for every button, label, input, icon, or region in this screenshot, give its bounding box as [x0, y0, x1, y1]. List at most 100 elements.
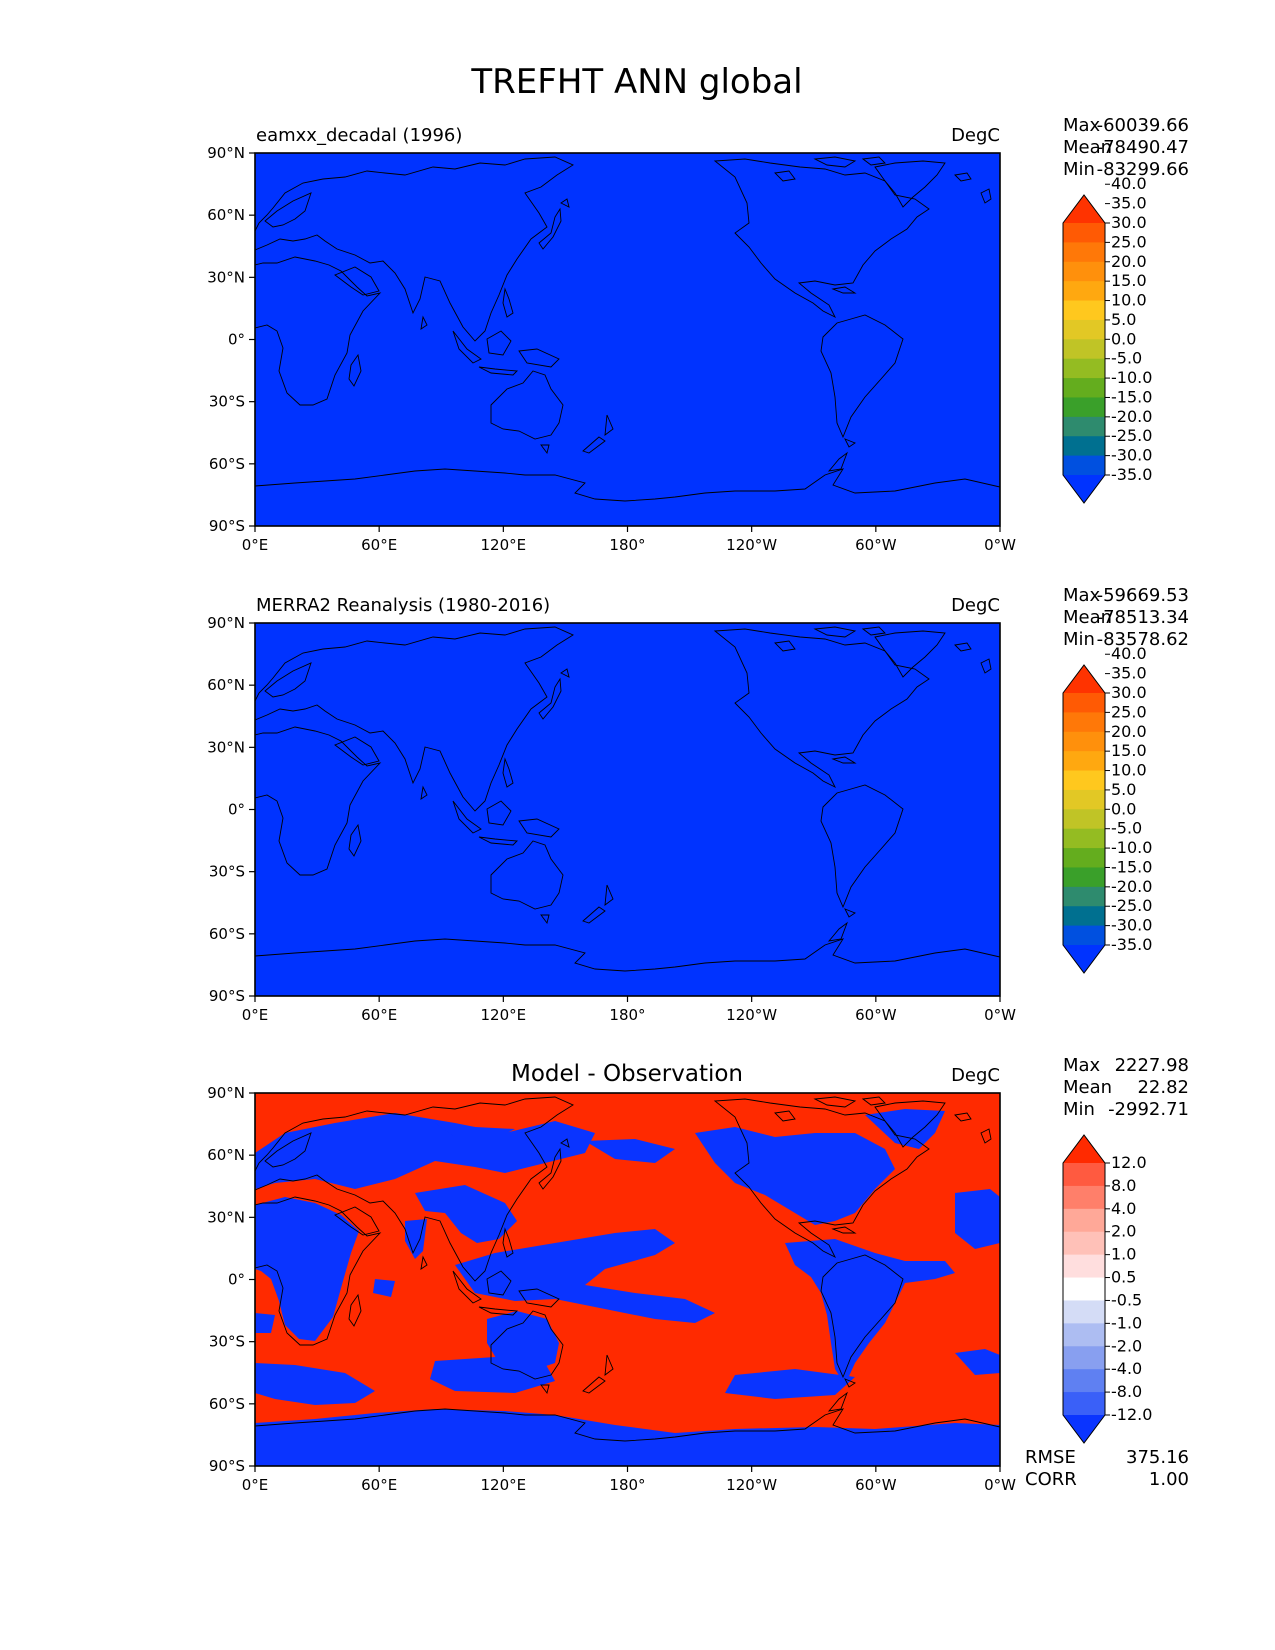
colorbar-label: 35.0 — [1111, 194, 1147, 213]
colorbar-label: 25.0 — [1111, 702, 1147, 721]
coastlines — [255, 156, 1000, 502]
colorbar-label: 25.0 — [1111, 232, 1147, 251]
colorbar-segment — [1063, 925, 1105, 946]
lon-tick-label: 180° — [609, 536, 645, 554]
colorbar-segment — [1063, 789, 1105, 810]
lat-tick-label: 90°S — [209, 517, 245, 535]
lon-tick-label: 180° — [609, 1006, 645, 1024]
stat-max-label: Max — [1063, 115, 1101, 136]
lat-axis: 90°N 60°N 30°N 0° 30°S 60°S 90°S — [207, 614, 255, 1005]
colorbar-segment — [1063, 281, 1105, 302]
lat-tick-label: 60°N — [207, 206, 245, 224]
colorbar-label: 8.0 — [1111, 1176, 1136, 1195]
colorbar-segment — [1063, 319, 1105, 340]
lat-tick-label: 60°S — [209, 925, 245, 943]
colorbar-label: -35.0 — [1111, 935, 1152, 954]
stat-min-value: -2992.71 — [1108, 1099, 1189, 1120]
panel-units: DegC — [951, 595, 1000, 616]
colorbar-segment — [1063, 1277, 1105, 1301]
lon-tick-label: 60°W — [855, 1476, 897, 1494]
stat-max-value: 2227.98 — [1115, 1055, 1189, 1076]
lon-axis: 0°E 60°E 120°E 180° 120°W 60°W 0°W — [242, 526, 1016, 554]
colorbar-label: -25.0 — [1111, 426, 1152, 445]
colorbar-label: -5.0 — [1111, 819, 1142, 838]
colorbar-segment — [1063, 809, 1105, 830]
lat-tick-label: 0° — [228, 1271, 245, 1289]
lon-tick-label: 120°W — [726, 1006, 777, 1024]
lon-tick-label: 60°W — [855, 1006, 897, 1024]
lat-tick-label: 30°N — [207, 268, 245, 286]
colorbar-label: 4.0 — [1111, 1199, 1136, 1218]
rmse-label: RMSE — [1025, 1447, 1076, 1468]
colorbar-label: -1.0 — [1111, 1313, 1142, 1332]
stat-mean-value: -78513.34 — [1097, 607, 1189, 628]
lat-tick-label: 30°S — [209, 1333, 245, 1351]
lon-tick-label: 60°E — [361, 536, 397, 554]
map-area — [255, 1093, 1000, 1466]
panel-units: DegC — [951, 125, 1000, 146]
stat-max-label: Max — [1063, 1055, 1101, 1076]
stats-block: Max -59669.53 Mean -78513.34 Min -83578.… — [1063, 585, 1189, 650]
lon-tick-label: 120°E — [481, 1006, 527, 1024]
stat-mean-value: 22.82 — [1137, 1077, 1189, 1098]
corr-value: 1.00 — [1149, 1469, 1189, 1490]
stats-block: Max 2227.98 Mean 22.82 Min -2992.71 — [1063, 1055, 1189, 1120]
colorbar-segment — [1063, 1323, 1105, 1347]
lat-tick-label: 90°N — [207, 1084, 245, 1102]
lon-tick-label: 0°E — [242, 536, 269, 554]
colorbar-label: 40.0 — [1111, 644, 1147, 663]
figure-title: TREFHT ANN global — [470, 62, 802, 102]
colorbar-label: -0.5 — [1111, 1290, 1142, 1309]
stat-min-label: Min — [1063, 629, 1095, 650]
colorbar-segment — [1063, 693, 1105, 713]
lon-tick-label: 120°E — [481, 536, 527, 554]
colorbar-label: -15.0 — [1111, 387, 1152, 406]
colorbar-label: -10.0 — [1111, 368, 1152, 387]
colorbar-label: 0.0 — [1111, 799, 1136, 818]
colorbar-label: 10.0 — [1111, 291, 1147, 310]
panel-center-title: Model - Observation — [511, 1061, 743, 1087]
colorbar-label: 2.0 — [1111, 1222, 1136, 1241]
lon-axis: 0°E 60°E 120°E 180° 120°W 60°W 0°W — [242, 996, 1016, 1024]
colorbar-segment — [1063, 1392, 1105, 1416]
lon-tick-label: 0°W — [984, 536, 1016, 554]
colorbar-segment — [1063, 1300, 1105, 1324]
colorbar-label: -5.0 — [1111, 349, 1142, 368]
colorbar-label: 12.0 — [1111, 1153, 1147, 1172]
colorbar-label: -20.0 — [1111, 877, 1152, 896]
colorbar-segment — [1063, 261, 1105, 282]
lon-tick-label: 60°E — [361, 1006, 397, 1024]
corr-label: CORR — [1025, 1469, 1077, 1490]
lon-tick-label: 180° — [609, 1476, 645, 1494]
colorbar-label: -30.0 — [1111, 446, 1152, 465]
lat-tick-label: 60°N — [207, 1146, 245, 1164]
colorbar-label: 35.0 — [1111, 664, 1147, 683]
panel-difference: Model - Observation DegC — [207, 1055, 1189, 1494]
lat-tick-label: 30°N — [207, 738, 245, 756]
colorbar-segment — [1063, 1231, 1105, 1256]
colorbar-label: 20.0 — [1111, 252, 1147, 271]
lon-tick-label: 60°W — [855, 536, 897, 554]
colorbar-extend-min — [1063, 1415, 1105, 1443]
colorbar-segment — [1063, 731, 1105, 752]
colorbar-segment — [1063, 223, 1105, 243]
colorbar-label: -30.0 — [1111, 916, 1152, 935]
panel-units: DegC — [951, 1065, 1000, 1086]
colorbar-label: 5.0 — [1111, 780, 1136, 799]
footer-stats: RMSE 375.16 CORR 1.00 — [1025, 1447, 1189, 1490]
lat-tick-label: 30°N — [207, 1208, 245, 1226]
colorbar: -35.0-30.0-25.0-20.0-15.0-10.0-5.00.05.0… — [1062, 644, 1152, 974]
colorbar-label: 10.0 — [1111, 761, 1147, 780]
lat-axis: 90°N 60°N 30°N 0° 30°S 60°S 90°S — [207, 144, 255, 535]
coastlines — [255, 1096, 1000, 1442]
colorbar-segment — [1063, 378, 1105, 398]
lat-tick-label: 0° — [228, 331, 245, 349]
lon-axis: 0°E 60°E 120°E 180° 120°W 60°W 0°W — [242, 1466, 1016, 1494]
panel-left-title: eamxx_decadal (1996) — [256, 125, 462, 146]
colorbar-segment — [1063, 242, 1105, 263]
map-field — [255, 153, 1000, 526]
colorbar-segment — [1063, 906, 1105, 927]
map-area — [255, 623, 1000, 996]
colorbar-segment — [1063, 1185, 1105, 1210]
